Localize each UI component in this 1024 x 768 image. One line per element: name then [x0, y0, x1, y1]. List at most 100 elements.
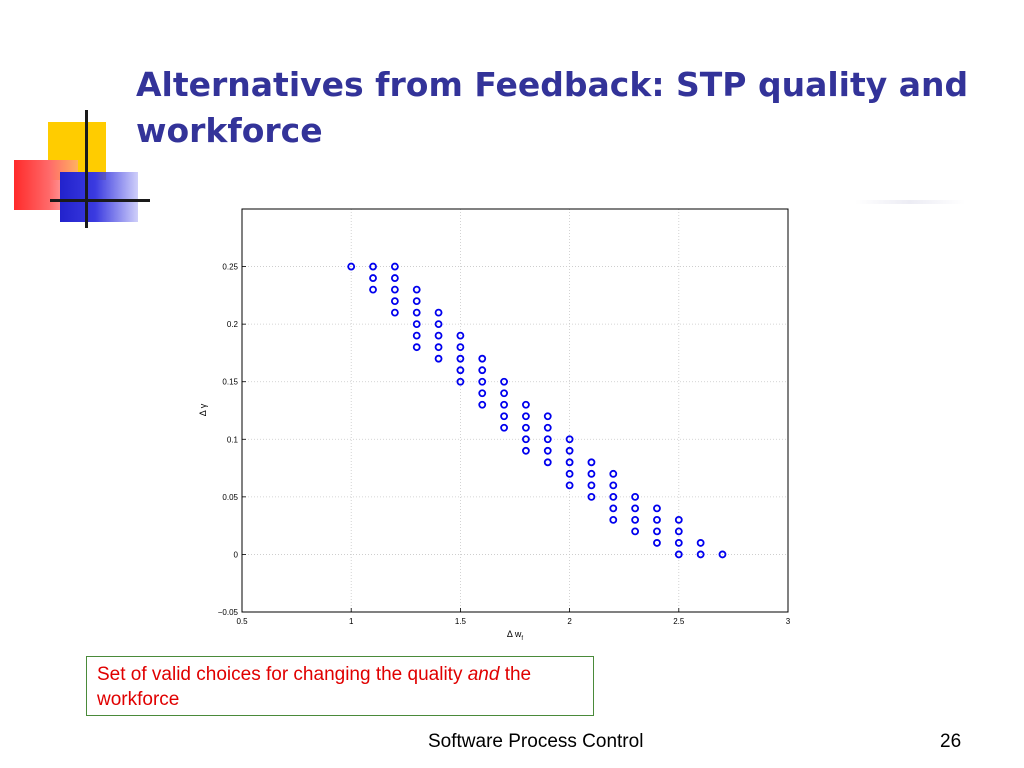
data-point: [609, 481, 618, 490]
data-point: [631, 527, 640, 536]
data-point: [500, 389, 508, 398]
data-point: [543, 423, 552, 432]
data-point: [631, 504, 640, 513]
data-points: [347, 262, 727, 559]
y-tick-label: 0.15: [222, 378, 238, 387]
data-point: [653, 515, 661, 524]
data-point: [500, 377, 508, 386]
data-point: [565, 481, 574, 490]
data-point: [522, 412, 530, 421]
data-point: [565, 435, 574, 444]
data-point: [390, 308, 399, 317]
plot-frame: [241, 208, 789, 613]
data-point: [674, 527, 683, 536]
data-point: [543, 446, 552, 455]
x-tick-label: 2: [567, 617, 572, 626]
data-point: [434, 308, 443, 317]
data-point: [412, 320, 421, 329]
data-point: [478, 389, 487, 398]
data-point: [718, 550, 727, 559]
slide-title: Alternatives from Feedback: STP quality …: [136, 65, 969, 150]
data-point: [478, 354, 487, 363]
data-point: [609, 492, 618, 501]
data-point: [456, 354, 465, 363]
grid-lines: [241, 209, 789, 613]
caption-box: Set of valid choices for changing the qu…: [86, 656, 594, 716]
data-point: [347, 262, 356, 271]
footer-title: Software Process Control: [428, 731, 644, 752]
data-point: [653, 539, 661, 547]
data-point: [434, 320, 443, 329]
y-tick-label: −0.05: [218, 608, 239, 617]
data-point: [543, 412, 552, 421]
data-point: [565, 446, 574, 455]
data-point: [390, 285, 399, 294]
data-point: [543, 458, 552, 467]
data-point: [587, 492, 596, 501]
data-point: [369, 285, 377, 294]
data-point: [412, 343, 421, 352]
data-point: [522, 446, 530, 455]
data-point: [369, 274, 377, 282]
data-point: [587, 458, 596, 467]
scatter-chart: 0.5 1 1.5 2 2.5 3 −0.05 0 0.05 0.1 0.15 0.2 0.25 Δ w…: [198, 208, 791, 642]
data-point: [587, 469, 596, 478]
data-point: [434, 343, 443, 352]
data-point: [412, 331, 421, 340]
data-point: [390, 274, 399, 282]
data-point: [522, 423, 530, 432]
deco-blue-square: [60, 172, 138, 222]
page-number: 26: [940, 731, 962, 752]
data-point: [543, 435, 552, 444]
data-point: [587, 481, 596, 490]
data-point: [522, 400, 530, 409]
data-point: [522, 435, 530, 444]
data-point: [412, 297, 421, 306]
y-tick-label: 0.1: [227, 435, 239, 444]
data-point: [609, 504, 618, 513]
caption-emphasis: and: [467, 664, 500, 685]
data-point: [456, 343, 465, 352]
data-point: [390, 262, 399, 271]
deco-vertical-line: [85, 110, 88, 228]
axis-ticks: 0.5 1 1.5 2 2.5 3 −0.05 0 0.05 0.1 0.15 0.2 0.25: [218, 263, 791, 626]
x-axis-label: Δ wf: [507, 629, 524, 642]
y-tick-label: 0.25: [222, 263, 238, 272]
y-tick-label: 0: [234, 550, 239, 559]
caption-text-part1: Set of valid choices for changing the qu…: [97, 664, 468, 685]
x-tick-label: 2.5: [673, 617, 685, 626]
caption-text-part2: the workforce: [97, 664, 532, 710]
y-axis-label: Δ γ: [198, 403, 208, 416]
data-point: [565, 469, 574, 478]
data-point: [500, 400, 508, 409]
x-tick-label: 1.5: [455, 617, 467, 626]
data-point: [696, 539, 705, 547]
data-point: [478, 366, 487, 375]
data-point: [565, 458, 574, 467]
y-tick-label: 0.05: [222, 493, 238, 502]
x-tick-label: 1: [349, 617, 354, 626]
deco-horizontal-line: [50, 199, 150, 202]
data-point: [478, 377, 487, 386]
data-point: [674, 539, 683, 547]
data-point: [434, 331, 443, 340]
data-point: [653, 527, 661, 536]
y-tick-label: 0.2: [227, 320, 239, 329]
data-point: [478, 400, 487, 409]
data-point: [609, 515, 618, 524]
data-point: [674, 550, 683, 559]
data-point: [500, 412, 508, 421]
data-point: [653, 504, 661, 513]
x-tick-label: 0.5: [236, 617, 248, 626]
data-point: [390, 297, 399, 306]
data-point: [500, 423, 508, 432]
data-point: [631, 492, 640, 501]
data-point: [456, 331, 465, 340]
data-point: [369, 262, 377, 271]
data-point: [631, 515, 640, 524]
data-point: [412, 285, 421, 294]
deco-fade-bar: [855, 200, 965, 204]
data-point: [434, 354, 443, 363]
x-tick-label: 3: [786, 617, 791, 626]
data-point: [609, 469, 618, 478]
